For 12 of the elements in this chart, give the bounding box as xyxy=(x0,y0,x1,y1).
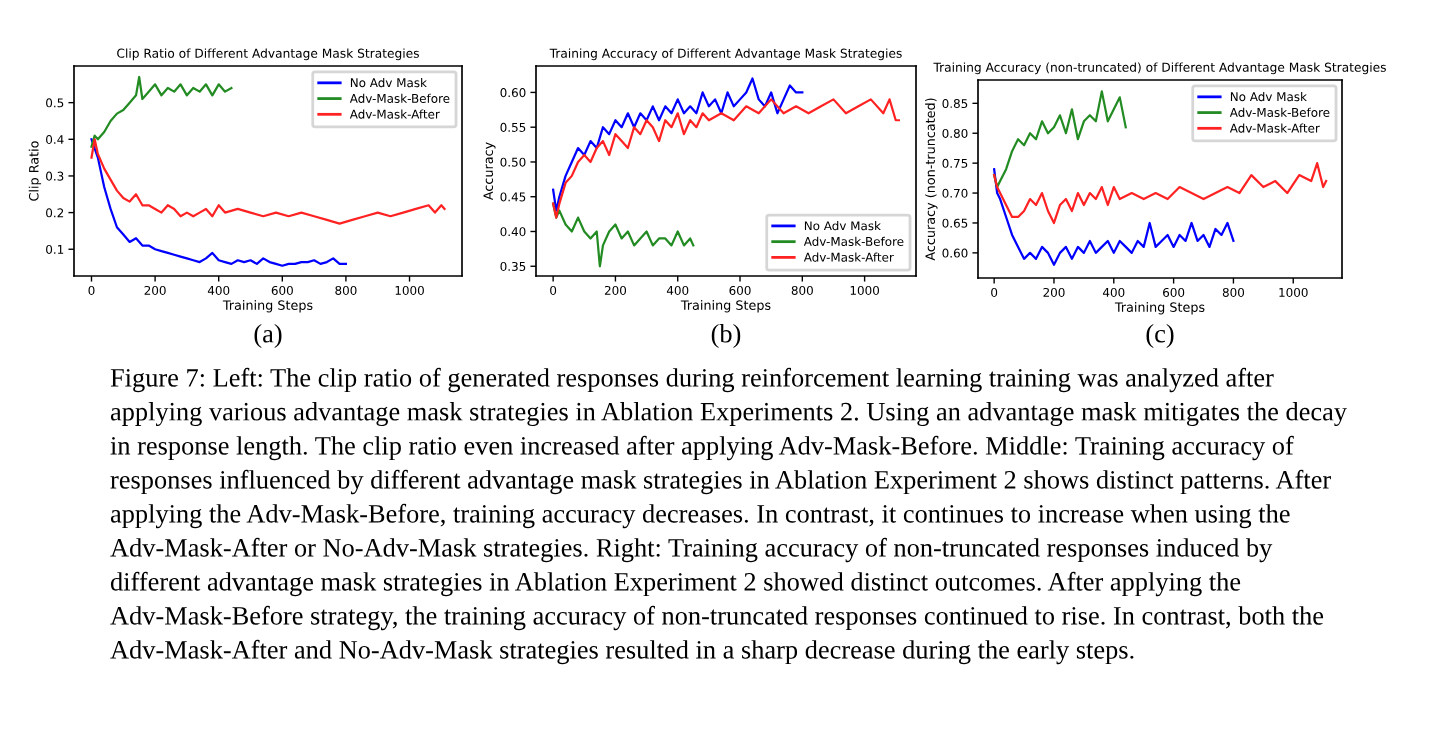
line-series xyxy=(993,90,1127,189)
text: Figure 7: Left: The clip ratio of generated responses during reinforcement learning training was analyzed after applying various advantage mask strategies in Ablation Experiments 2. Using an advantage mask mitigates the decay in response length. The clip ratio even increased after applying Adv-Mask-Before. Middle: Training accuracy of responses influenced by different advantage mask strategies in Ablation Experiment 2 shows distinct patterns. After applying the Adv-Mask-Before, training accuracy decreases. In contrast, it continues to increase when using the Adv-Mask-After or No-Adv-Mask strategies. Right: Training accuracy of non-truncated responses induced by different advantage mask strategies in Ablation Experiment 2 showed distinct outcomes. After applying the Adv-Mask-Before strategy, the training accuracy of non-truncated responses continued to rise. In contrast, both the Adv-Mask-After and No-Adv-Mask strategies resulted in a sharp decrease during the early steps. xyxy=(110,367,1347,665)
line-series xyxy=(90,75,233,148)
text: (a) xyxy=(254,324,282,348)
text: (c) xyxy=(1146,324,1174,348)
text: (b) xyxy=(711,324,741,348)
line-series xyxy=(552,77,804,212)
line-series xyxy=(993,168,1235,266)
line-series xyxy=(90,138,348,267)
line-series xyxy=(90,138,446,225)
line-series xyxy=(552,98,900,219)
line-series xyxy=(993,162,1328,225)
